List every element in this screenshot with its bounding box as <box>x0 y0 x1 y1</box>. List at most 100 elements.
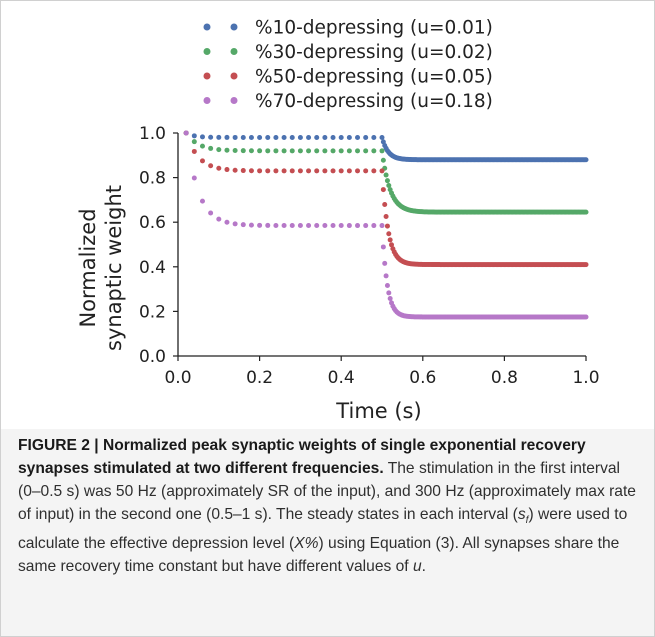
data-point <box>257 148 263 154</box>
y-tick-label: 0.4 <box>139 258 166 278</box>
legend-item: %50-depressing (u=0.05) <box>203 67 493 88</box>
y-tick-label: 1.0 <box>139 124 166 144</box>
caption-text-3: ) using Equation (3). All synapses share… <box>18 535 620 576</box>
data-point <box>583 209 589 215</box>
data-point <box>224 219 230 225</box>
data-point <box>306 134 312 140</box>
data-point <box>240 134 246 140</box>
data-point <box>208 163 214 169</box>
x-tick-label: 0.8 <box>491 368 518 388</box>
data-point <box>583 262 589 268</box>
legend-label: %70-depressing (u=0.18) <box>255 91 493 112</box>
data-point <box>191 139 197 145</box>
legend-marker <box>203 23 211 31</box>
x-tick-label: 0.2 <box>246 368 273 388</box>
data-point <box>322 168 328 174</box>
data-point <box>382 260 388 266</box>
data-point <box>273 148 279 154</box>
data-point <box>216 165 222 171</box>
y-tick-label: 0.0 <box>139 347 166 367</box>
data-point <box>183 130 189 136</box>
legend-item: %30-depressing (u=0.02) <box>203 42 493 63</box>
legend: %10-depressing (u=0.01) %30-depressing (u… <box>203 18 493 112</box>
legend-label: %30-depressing (u=0.02) <box>255 42 493 63</box>
data-point <box>380 187 386 193</box>
data-point <box>383 172 389 178</box>
data-point <box>191 133 197 139</box>
data-point <box>346 223 352 229</box>
data-point <box>232 148 238 154</box>
data-point <box>338 168 344 174</box>
data-point <box>363 134 369 140</box>
caption-s-symbol: s <box>517 506 526 523</box>
y-axis-label-line1: Normalized <box>76 208 100 327</box>
data-point <box>386 183 392 189</box>
data-point <box>322 223 328 229</box>
caption-s-subscript: f <box>525 515 529 527</box>
caption-text-1: The stimulation in the first interval (0… <box>18 460 636 523</box>
data-point <box>199 198 205 204</box>
x-tick-label: 0.0 <box>164 368 191 388</box>
data-point <box>355 168 361 174</box>
y-tick-label: 0.2 <box>139 302 166 322</box>
data-point <box>224 134 230 140</box>
data-point <box>379 134 385 140</box>
caption-u-symbol: u <box>412 558 422 576</box>
data-point <box>281 168 287 174</box>
data-point <box>346 168 352 174</box>
data-point <box>379 168 385 174</box>
data-point <box>306 223 312 229</box>
caption-text-4: . <box>421 558 426 576</box>
data-point <box>257 134 263 140</box>
data-point <box>330 223 336 229</box>
data-point <box>383 273 389 279</box>
y-tick-label: 0.8 <box>139 169 166 189</box>
data-point <box>389 242 395 248</box>
data-point <box>371 223 377 229</box>
data-point <box>248 148 254 154</box>
data-point <box>346 148 352 154</box>
data-point <box>248 168 254 174</box>
data-point <box>371 168 377 174</box>
series-3 <box>183 130 589 268</box>
data-point <box>289 134 295 140</box>
synaptic-weight-chart: %10-depressing (u=0.01) %30-depressing (u… <box>76 18 600 424</box>
data-point <box>297 223 303 229</box>
data-point <box>273 168 279 174</box>
legend-label: %10-depressing (u=0.01) <box>255 18 493 39</box>
data-point <box>232 221 238 227</box>
data-point <box>281 134 287 140</box>
data-point <box>273 222 279 228</box>
caption-text-2: ) were used to calculate the effective d… <box>18 506 628 553</box>
data-point <box>224 167 230 173</box>
data-point <box>583 314 589 320</box>
data-point <box>386 231 392 237</box>
data-point <box>289 148 295 154</box>
data-point <box>371 148 377 154</box>
data-point <box>384 178 390 184</box>
data-point <box>384 223 390 229</box>
legend-marker <box>230 23 238 31</box>
data-point <box>338 134 344 140</box>
data-point <box>322 148 328 154</box>
data-point <box>387 237 393 243</box>
legend-marker <box>230 97 238 104</box>
data-point <box>380 244 386 250</box>
data-point <box>208 210 214 216</box>
data-point <box>240 168 246 174</box>
data-point <box>355 148 361 154</box>
legend-marker <box>203 97 211 104</box>
data-point <box>387 296 393 302</box>
data-point <box>289 223 295 229</box>
y-tick-label: 0.6 <box>139 213 166 233</box>
series-layer <box>183 130 589 320</box>
data-point <box>199 158 205 164</box>
data-point <box>289 168 295 174</box>
data-point <box>379 223 385 229</box>
figure-caption: FIGURE 2 | Normalized peak synaptic weig… <box>18 434 638 578</box>
data-point <box>248 222 254 228</box>
axes: 0.0 0.2 0.4 0.6 0.8 1.0 0.0 0.2 0.4 0.6 0.8 1.0 <box>139 124 600 388</box>
x-tick-label: 1.0 <box>572 368 599 388</box>
data-point <box>386 290 392 296</box>
